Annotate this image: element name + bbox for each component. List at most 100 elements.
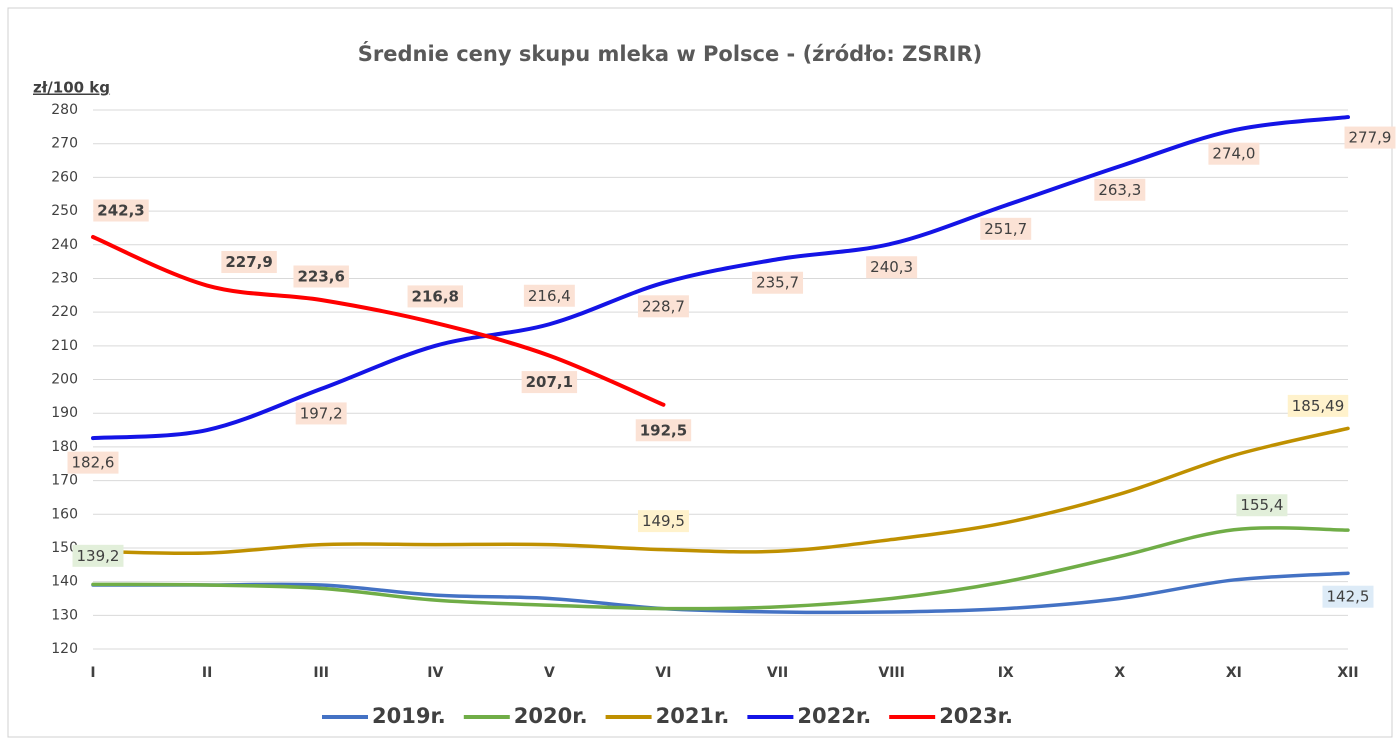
y-tick-label: 210 bbox=[51, 338, 78, 354]
data-label-box bbox=[521, 371, 578, 394]
data-label: 182,6 bbox=[67, 451, 119, 474]
y-tick-label: 140 bbox=[51, 574, 78, 590]
data-label: 142,5 bbox=[1322, 585, 1374, 608]
data-label-box bbox=[1287, 394, 1349, 417]
data-label-box bbox=[1344, 126, 1396, 149]
data-label-box bbox=[1236, 494, 1288, 517]
data-label-box bbox=[1208, 142, 1260, 165]
data-label-text: 277,9 bbox=[1349, 129, 1392, 147]
y-tick-label: 230 bbox=[51, 270, 78, 286]
data-label: 235,7 bbox=[752, 271, 804, 294]
x-tick-label: IX bbox=[998, 665, 1014, 681]
data-label: 251,7 bbox=[980, 217, 1032, 240]
data-label-text: 235,7 bbox=[756, 274, 799, 292]
data-label-box bbox=[72, 544, 124, 567]
data-label-text: 155,4 bbox=[1240, 496, 1283, 514]
data-label: 207,1 bbox=[521, 371, 578, 394]
data-label-text: 240,3 bbox=[870, 258, 913, 276]
data-label: 185,49 bbox=[1287, 394, 1349, 417]
x-tick-label: VII bbox=[767, 665, 788, 681]
x-tick-label: III bbox=[313, 665, 329, 681]
data-label-box bbox=[295, 402, 347, 425]
y-tick-label: 170 bbox=[51, 473, 78, 489]
y-tick-label: 200 bbox=[51, 372, 78, 388]
data-label-box bbox=[293, 265, 349, 288]
x-tick-label: XII bbox=[1337, 665, 1358, 681]
data-label-text: 242,3 bbox=[97, 202, 144, 220]
data-label-text: 207,1 bbox=[526, 373, 573, 391]
x-tick-label: X bbox=[1114, 665, 1125, 681]
legend-label: 2020r. bbox=[514, 704, 588, 728]
data-label: 263,3 bbox=[1094, 178, 1146, 201]
data-label-text: 197,2 bbox=[300, 404, 343, 422]
x-tick-label: I bbox=[90, 665, 95, 681]
x-tick-label: II bbox=[202, 665, 212, 681]
data-label: 192,5 bbox=[635, 419, 692, 442]
data-label-box bbox=[866, 256, 918, 279]
chart-title: Średnie ceny skupu mleka w Polsce - (źró… bbox=[358, 41, 983, 66]
x-tick-label: VIII bbox=[878, 665, 904, 681]
data-label: 216,4 bbox=[523, 284, 575, 307]
data-label: 216,8 bbox=[407, 285, 463, 308]
data-label-box bbox=[1322, 585, 1374, 608]
data-label-text: 227,9 bbox=[225, 253, 272, 271]
data-label-text: 185,49 bbox=[1292, 397, 1345, 415]
x-tick-label: XI bbox=[1226, 665, 1242, 681]
data-label-text: 251,7 bbox=[984, 220, 1027, 238]
series-line bbox=[91, 235, 666, 407]
legend-label: 2023r. bbox=[939, 704, 1013, 728]
data-label: 223,6 bbox=[293, 265, 349, 288]
data-label-box bbox=[523, 284, 575, 307]
y-tick-label: 150 bbox=[51, 540, 78, 556]
data-label-box bbox=[635, 419, 692, 442]
data-label: 227,9 bbox=[221, 251, 277, 274]
y-axis-label: zł/100 kg bbox=[33, 79, 110, 97]
data-label: 228,7 bbox=[637, 295, 689, 318]
y-tick-label: 280 bbox=[51, 102, 78, 118]
x-tick-label: V bbox=[544, 665, 555, 681]
data-label-text: 192,5 bbox=[640, 421, 687, 439]
series-line bbox=[91, 115, 1350, 441]
series-line bbox=[91, 526, 1350, 611]
x-tick-label: VI bbox=[655, 665, 671, 681]
data-label: 155,4 bbox=[1236, 494, 1288, 517]
data-label-box bbox=[752, 271, 804, 294]
data-label-text: 182,6 bbox=[72, 454, 115, 472]
legend-label: 2022r. bbox=[797, 704, 871, 728]
series-line bbox=[91, 571, 1350, 615]
data-label: 274,0 bbox=[1208, 142, 1260, 165]
data-label-text: 216,4 bbox=[528, 287, 571, 305]
data-label-text: 223,6 bbox=[297, 267, 344, 285]
data-label-box bbox=[637, 295, 689, 318]
y-tick-label: 130 bbox=[51, 607, 78, 623]
data-label: 277,9 bbox=[1344, 126, 1396, 149]
data-label-box bbox=[407, 285, 463, 308]
data-label-box bbox=[93, 199, 149, 222]
data-label-text: 149,5 bbox=[642, 512, 685, 530]
data-label: 242,3 bbox=[93, 199, 149, 222]
y-tick-label: 270 bbox=[51, 136, 78, 152]
data-label: 149,5 bbox=[637, 510, 689, 533]
data-label-box bbox=[1094, 178, 1146, 201]
y-tick-label: 120 bbox=[51, 641, 78, 657]
y-tick-label: 250 bbox=[51, 203, 78, 219]
data-label: 240,3 bbox=[866, 256, 918, 279]
data-label-text: 216,8 bbox=[412, 287, 459, 305]
data-label-text: 142,5 bbox=[1327, 588, 1370, 606]
x-tick-label: IV bbox=[427, 665, 443, 681]
y-tick-label: 220 bbox=[51, 304, 78, 320]
data-label-box bbox=[637, 510, 689, 533]
data-label-text: 228,7 bbox=[642, 297, 685, 315]
data-label: 197,2 bbox=[295, 402, 347, 425]
y-tick-label: 240 bbox=[51, 237, 78, 253]
y-tick-label: 180 bbox=[51, 439, 78, 455]
y-tick-label: 160 bbox=[51, 506, 78, 522]
chart-frame bbox=[7, 7, 1393, 738]
data-label-text: 139,2 bbox=[77, 547, 120, 565]
legend-label: 2019r. bbox=[372, 704, 446, 728]
data-label-box bbox=[67, 451, 119, 474]
data-label-box bbox=[980, 217, 1032, 240]
data-label-text: 263,3 bbox=[1098, 181, 1141, 199]
y-tick-label: 190 bbox=[51, 405, 78, 421]
